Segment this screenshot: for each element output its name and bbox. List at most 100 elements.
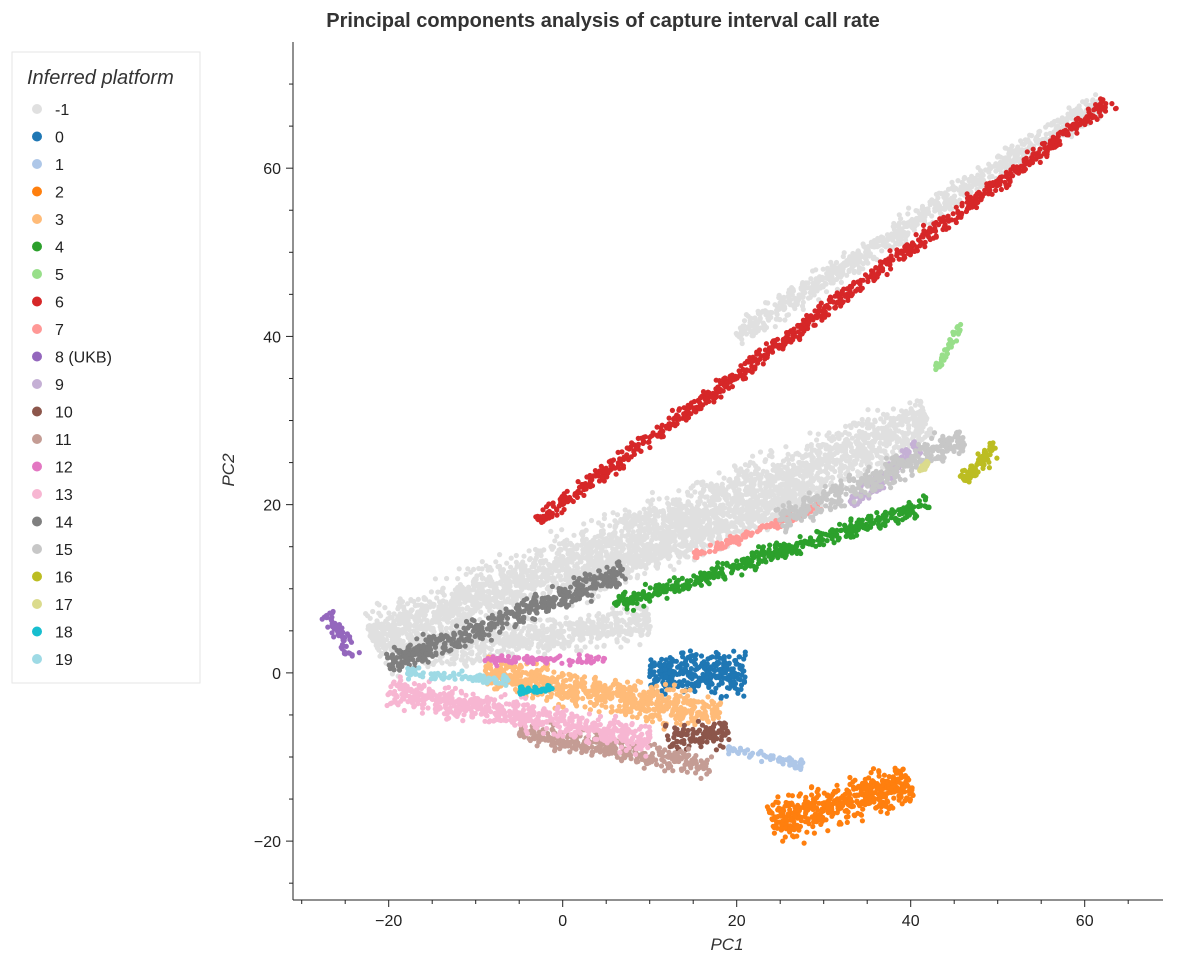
- data-point: [580, 547, 586, 553]
- data-point: [961, 175, 967, 182]
- data-point: [676, 559, 682, 565]
- data-point: [908, 223, 915, 229]
- legend-box: [11, 51, 201, 684]
- data-point: [720, 509, 726, 515]
- data-point: [1007, 146, 1013, 152]
- data-point: [704, 509, 711, 515]
- data-point: [840, 263, 846, 269]
- data-point: [871, 254, 877, 260]
- data-point: [628, 631, 634, 638]
- data-point: [701, 487, 707, 493]
- data-point: [653, 563, 659, 569]
- data-point: [794, 450, 801, 456]
- data-point: [850, 466, 856, 472]
- data-point: [440, 586, 446, 592]
- data-point: [814, 281, 820, 287]
- data-point: [405, 618, 411, 624]
- data-point: [744, 468, 750, 474]
- data-point: [817, 478, 823, 484]
- data-point: [434, 616, 440, 622]
- data-point: [444, 575, 450, 582]
- data-point: [445, 608, 451, 614]
- data-point: [535, 649, 542, 655]
- data-point: [575, 554, 581, 560]
- data-point: [699, 533, 706, 540]
- data-point: [437, 657, 443, 663]
- data-point: [746, 463, 752, 469]
- data-point: [508, 555, 514, 561]
- data-point: [582, 644, 588, 650]
- legend-entry-label: 5: [55, 267, 64, 284]
- data-point: [846, 268, 852, 274]
- data-point: [508, 573, 514, 579]
- data-point: [440, 598, 446, 604]
- data-point: [683, 516, 689, 522]
- data-point: [462, 650, 468, 657]
- data-point: [601, 515, 608, 522]
- data-point: [588, 544, 595, 551]
- data-point: [688, 485, 694, 491]
- data-point: [786, 461, 792, 467]
- legend-entry-label: 3: [55, 212, 64, 229]
- data-point: [721, 475, 727, 481]
- legend-marker: [32, 379, 42, 389]
- data-point: [761, 515, 768, 521]
- data-point: [813, 464, 819, 470]
- data-point: [562, 545, 568, 551]
- data-point: [916, 422, 922, 428]
- data-point: [727, 483, 733, 489]
- data-point: [782, 317, 788, 323]
- data-point: [708, 487, 714, 493]
- data-point: [745, 313, 751, 319]
- data-point: [527, 556, 534, 562]
- data-point: [622, 525, 628, 531]
- data-point: [986, 169, 992, 175]
- data-point: [474, 656, 480, 662]
- data-point: [993, 161, 999, 167]
- data-point: [577, 636, 583, 643]
- data-point: [697, 490, 704, 496]
- data-point: [864, 452, 870, 458]
- data-point: [619, 518, 625, 525]
- data-point: [688, 493, 694, 499]
- data-point: [896, 428, 902, 434]
- data-point: [848, 444, 854, 450]
- data-point: [451, 610, 458, 616]
- data-point: [902, 441, 908, 447]
- data-point: [532, 546, 539, 553]
- data-point: [539, 624, 546, 630]
- data-point: [599, 522, 605, 529]
- data-point: [407, 631, 413, 638]
- data-point: [421, 614, 427, 620]
- data-point: [435, 609, 441, 615]
- data-point: [526, 548, 532, 554]
- data-point: [838, 279, 845, 285]
- data-point: [747, 477, 753, 484]
- data-point: [399, 599, 406, 605]
- legend-entry-label: 16: [55, 570, 73, 587]
- data-point: [564, 568, 570, 575]
- data-point: [538, 579, 545, 585]
- data-point: [588, 517, 595, 524]
- data-point: [906, 422, 912, 429]
- data-point: [634, 575, 640, 581]
- data-point: [898, 240, 904, 246]
- legend-marker: [32, 406, 42, 417]
- data-point: [1078, 111, 1084, 117]
- data-point: [515, 589, 521, 595]
- data-point: [739, 340, 745, 347]
- data-point: [432, 576, 438, 582]
- data-point: [660, 508, 666, 514]
- data-point: [540, 558, 546, 564]
- data-point: [666, 543, 672, 550]
- data-point: [751, 523, 757, 529]
- data-point: [421, 608, 427, 614]
- data-point: [918, 399, 924, 405]
- data-point: [644, 512, 651, 519]
- data-point: [594, 551, 601, 557]
- data-point: [896, 229, 902, 235]
- legend-entry-label: 17: [55, 597, 73, 614]
- data-point: [776, 293, 782, 299]
- data-point: [929, 213, 935, 219]
